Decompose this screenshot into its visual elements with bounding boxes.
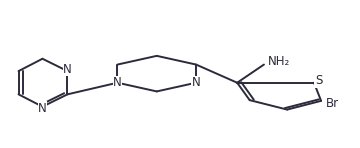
Text: N: N — [38, 102, 47, 115]
Text: N: N — [113, 76, 122, 89]
Text: S: S — [315, 74, 322, 87]
Text: Br: Br — [326, 97, 339, 110]
Text: N: N — [63, 63, 72, 76]
Text: NH₂: NH₂ — [267, 55, 290, 68]
Text: N: N — [192, 76, 201, 89]
